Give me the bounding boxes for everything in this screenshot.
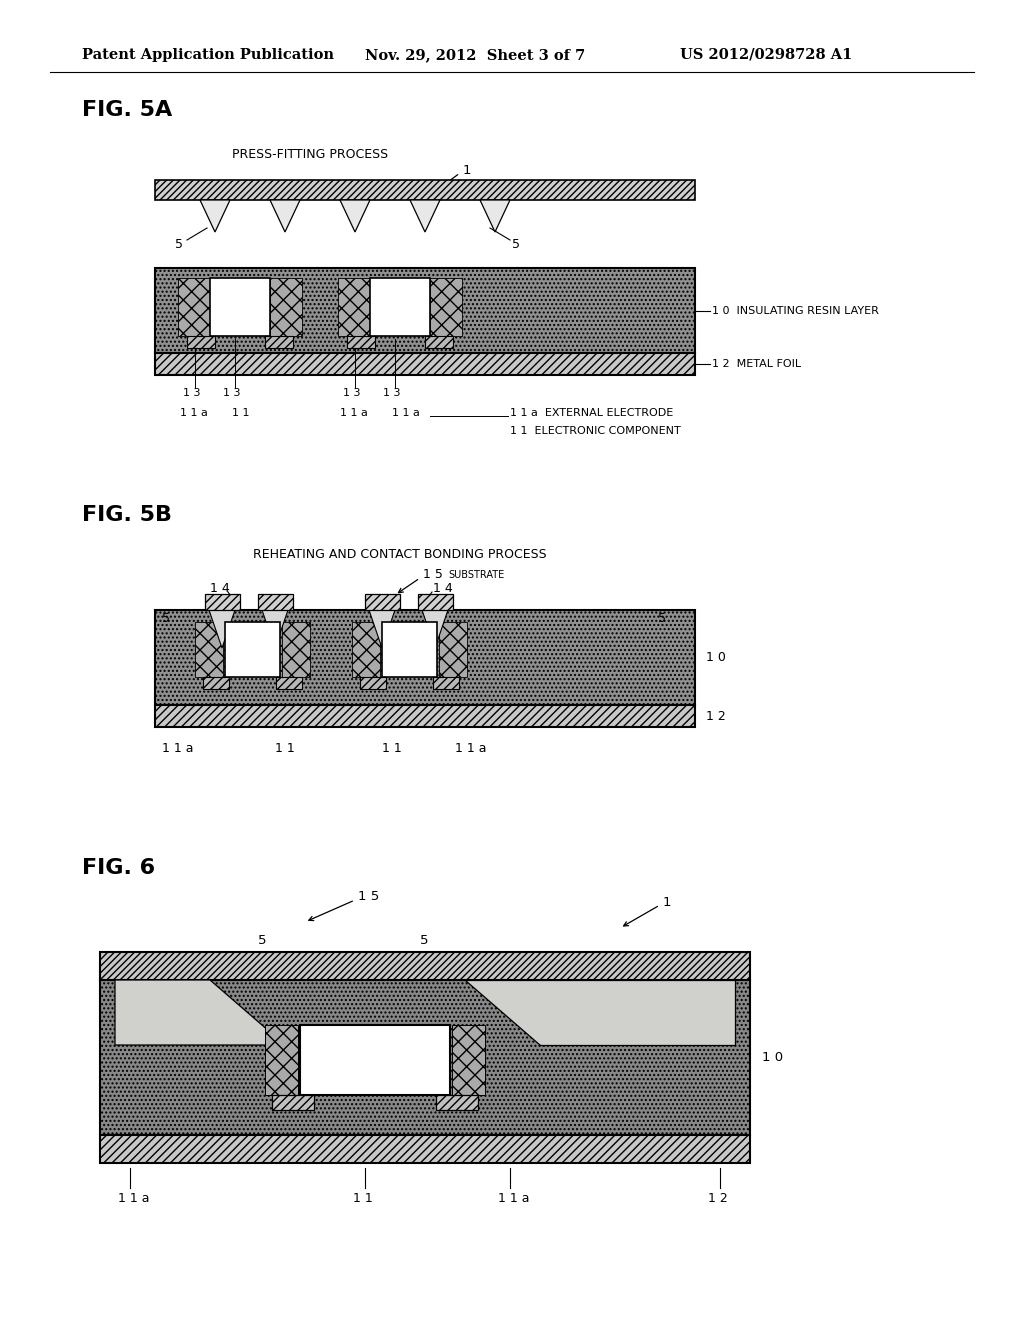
Bar	[155, 268, 695, 352]
Bar	[187, 337, 215, 348]
Text: 1 1 a: 1 1 a	[162, 742, 194, 755]
Text: 1 3: 1 3	[343, 388, 360, 399]
Bar	[430, 279, 462, 337]
Bar	[370, 279, 430, 337]
Text: FIG. 5A: FIG. 5A	[82, 100, 172, 120]
Text: 1: 1	[663, 895, 672, 908]
Bar	[225, 622, 280, 677]
Polygon shape	[422, 610, 449, 648]
Polygon shape	[340, 201, 370, 232]
Text: 1 0: 1 0	[762, 1051, 783, 1064]
Text: 1 2  METAL FOIL: 1 2 METAL FOIL	[712, 359, 801, 370]
Text: 5: 5	[175, 239, 183, 252]
Polygon shape	[480, 201, 510, 232]
Text: 1 1: 1 1	[232, 408, 250, 418]
Bar	[418, 594, 453, 610]
Text: 1 1 a: 1 1 a	[118, 1192, 150, 1204]
Bar	[439, 622, 467, 677]
Text: 5: 5	[258, 933, 266, 946]
Polygon shape	[369, 610, 395, 648]
Text: SUBSTRATE: SUBSTRATE	[449, 570, 504, 579]
Bar	[360, 677, 386, 689]
Text: 1 3: 1 3	[223, 388, 241, 399]
Bar	[258, 594, 293, 610]
Bar	[282, 622, 310, 677]
Text: 1 4: 1 4	[210, 582, 229, 594]
Bar	[352, 622, 380, 677]
Text: 1 1 a: 1 1 a	[340, 408, 368, 418]
Text: Nov. 29, 2012  Sheet 3 of 7: Nov. 29, 2012 Sheet 3 of 7	[365, 48, 586, 62]
Bar	[205, 594, 240, 610]
Text: 1 4: 1 4	[433, 582, 453, 594]
Bar	[270, 279, 302, 337]
Text: FIG. 5B: FIG. 5B	[82, 506, 172, 525]
Text: 1: 1	[463, 164, 471, 177]
Text: 1 3: 1 3	[383, 388, 400, 399]
Polygon shape	[209, 610, 234, 648]
Text: 1 1: 1 1	[382, 742, 401, 755]
Text: 5: 5	[512, 239, 520, 252]
Text: 5: 5	[420, 933, 428, 946]
Bar	[347, 337, 375, 348]
Polygon shape	[410, 201, 440, 232]
Text: Patent Application Publication: Patent Application Publication	[82, 48, 334, 62]
Text: REHEATING AND CONTACT BONDING PROCESS: REHEATING AND CONTACT BONDING PROCESS	[253, 549, 547, 561]
Bar	[155, 610, 695, 705]
Text: 1 0  INSULATING RESIN LAYER: 1 0 INSULATING RESIN LAYER	[712, 305, 879, 315]
Text: US 2012/0298728 A1: US 2012/0298728 A1	[680, 48, 852, 62]
Bar	[436, 1096, 478, 1110]
Bar	[300, 1026, 450, 1096]
Bar	[155, 705, 695, 727]
Polygon shape	[465, 979, 735, 1045]
Bar	[155, 180, 695, 201]
Text: 5: 5	[658, 611, 666, 624]
Bar	[265, 337, 293, 348]
Polygon shape	[262, 610, 288, 648]
Text: 1 1 a: 1 1 a	[180, 408, 208, 418]
Bar	[338, 279, 370, 337]
Text: 1 2: 1 2	[706, 710, 726, 722]
Text: 1 3: 1 3	[183, 388, 201, 399]
Bar	[452, 1026, 485, 1096]
Text: 1 1 a: 1 1 a	[498, 1192, 529, 1204]
Text: PRESS-FITTING PROCESS: PRESS-FITTING PROCESS	[232, 149, 388, 161]
Bar	[100, 1135, 750, 1163]
Text: 1 1 a  EXTERNAL ELECTRODE: 1 1 a EXTERNAL ELECTRODE	[510, 408, 673, 418]
Bar	[276, 677, 302, 689]
Bar	[425, 337, 453, 348]
Text: 1 1 a: 1 1 a	[392, 408, 420, 418]
Text: 1 1: 1 1	[275, 742, 295, 755]
Text: 1 2: 1 2	[708, 1192, 728, 1204]
Bar	[433, 677, 459, 689]
Bar	[100, 952, 750, 979]
Bar	[210, 279, 270, 337]
Bar	[155, 352, 695, 375]
Text: 1 1  ELECTRONIC COMPONENT: 1 1 ELECTRONIC COMPONENT	[510, 426, 681, 436]
Text: 1 1: 1 1	[353, 1192, 373, 1204]
Bar	[272, 1096, 314, 1110]
Bar	[195, 622, 223, 677]
Text: FIG. 6: FIG. 6	[82, 858, 155, 878]
Text: 1 0: 1 0	[706, 651, 726, 664]
Text: 1 5: 1 5	[423, 569, 442, 582]
Bar	[265, 1026, 298, 1096]
Bar	[100, 979, 750, 1135]
Text: 5: 5	[162, 611, 170, 624]
Bar	[178, 279, 210, 337]
Text: 1 1 a: 1 1 a	[455, 742, 486, 755]
Polygon shape	[200, 201, 230, 232]
Bar	[382, 622, 437, 677]
Polygon shape	[270, 201, 300, 232]
Polygon shape	[115, 979, 285, 1045]
Bar	[203, 677, 229, 689]
Bar	[365, 594, 400, 610]
Text: 1 5: 1 5	[358, 891, 379, 903]
